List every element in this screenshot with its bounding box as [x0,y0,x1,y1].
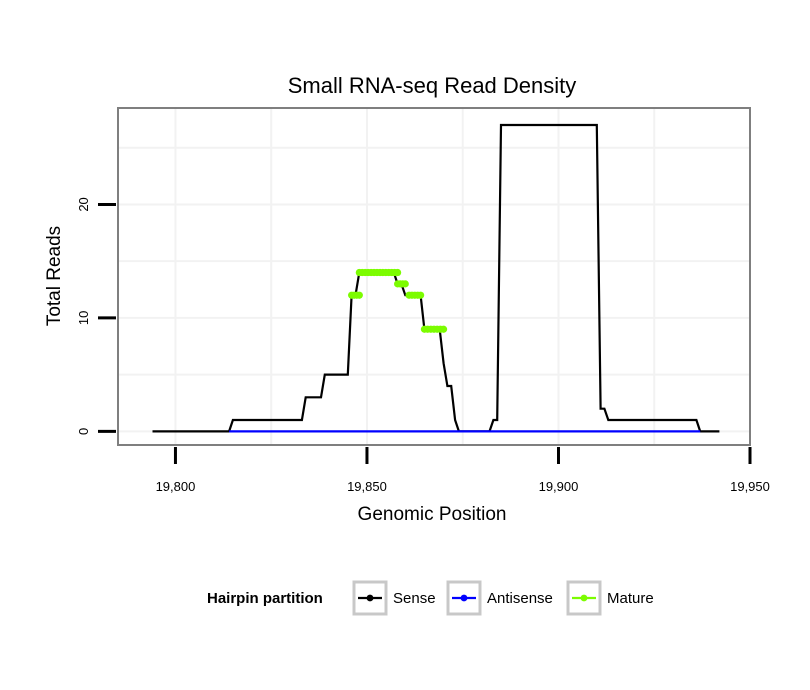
grid [118,108,750,445]
series-point-mature [355,291,363,299]
x-tick-label: 19,900 [539,479,579,494]
legend-key-point [460,594,468,602]
series-point-mature [416,291,425,299]
x-axis-title: Genomic Position [358,504,507,525]
legend: Hairpin partition Sense Antisense Mature [207,580,654,616]
legend-key-point [366,594,374,602]
legend-entry-antisense: Antisense [446,580,553,616]
y-tick-label: 20 [76,197,91,211]
series-point-mature [401,280,409,288]
legend-entry-mature: Mature [566,580,654,616]
series-point-mature [439,325,448,333]
y-tick-label: 10 [76,311,91,325]
legend-key-point [580,594,588,602]
legend-entry-sense: Sense [352,580,436,616]
plot-panel-border [117,107,751,446]
x-tick-label: 19,950 [730,479,770,494]
series-point-mature [394,268,402,277]
y-tick-label: 0 [76,428,91,435]
legend-label: Mature [607,590,654,607]
y-axis-title: Total Reads [44,226,65,326]
x-tick-label: 19,800 [156,479,196,494]
x-tick-label: 19,850 [347,479,387,494]
series-line-sense [152,123,720,433]
legend-label: Antisense [487,590,553,607]
legend-title: Hairpin partition [207,590,323,607]
chart-title: Small RNA-seq Read Density [288,73,577,98]
axes: 19,800 19,850 19,900 19,950 0 10 20 [76,197,770,494]
series [152,123,720,433]
legend-label: Sense [393,590,436,607]
